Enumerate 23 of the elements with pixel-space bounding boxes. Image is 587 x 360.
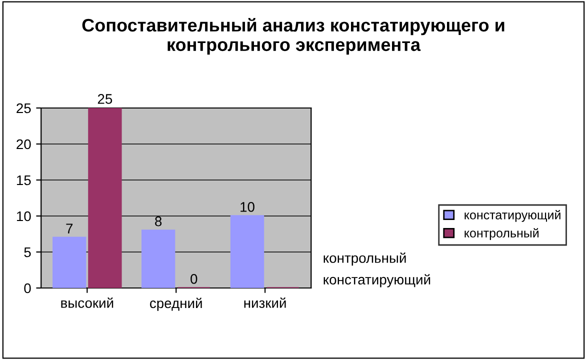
- y-tick-label: 5: [24, 247, 31, 258]
- bar: [230, 215, 264, 288]
- bar: [141, 230, 176, 288]
- text: контрольный: [324, 252, 406, 266]
- x-tick-label: средний: [150, 298, 202, 311]
- x-tick-label: высокий: [61, 297, 114, 308]
- bar: [52, 236, 86, 288]
- y-tick-label: 15: [16, 175, 31, 186]
- y-tick-label: 10: [16, 211, 31, 222]
- y-tick-label: 20: [16, 139, 31, 150]
- legend-label: контрольный: [464, 228, 538, 240]
- x-tick-label: низкий: [244, 297, 286, 308]
- legend-label: констатирующий: [464, 210, 560, 222]
- data-label: 7: [66, 224, 73, 234]
- data-label: 25: [98, 94, 112, 104]
- data-label: 8: [155, 216, 162, 226]
- chart-title: Сопоставительный анализ констатирующего и контрольного эксперимента: [82, 18, 504, 55]
- data-label: 10: [240, 202, 254, 212]
- bar: [88, 108, 122, 288]
- data-label: 0: [190, 274, 198, 284]
- y-tick-label: 25: [16, 103, 31, 114]
- text: констатирующий: [324, 274, 430, 288]
- y-tick-label: 0: [24, 283, 31, 294]
